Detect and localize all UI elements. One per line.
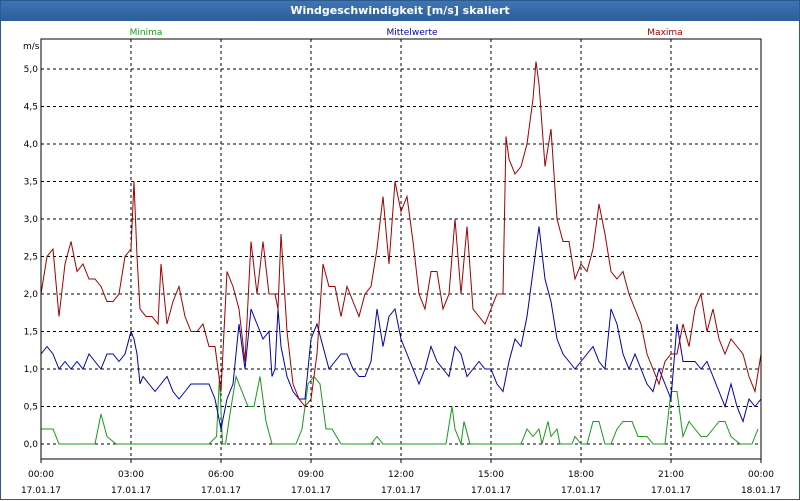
y-tick-label: 2,0 [24,290,39,300]
y-axis-label: m/s [23,42,40,52]
y-tick-label: 3,0 [24,215,39,225]
x-tick-date: 17.01.17 [471,486,511,496]
x-tick-time: 12:00 [388,470,414,480]
legend-maxima: Maxima [647,28,682,38]
x-tick-date: 18.01.17 [741,486,781,496]
y-tick-label: 4,0 [24,140,39,150]
x-tick-date: 17.01.17 [201,486,241,496]
x-tick-date: 17.01.17 [651,486,691,496]
x-tick-date: 17.01.17 [291,486,331,496]
y-tick-label: 2,5 [24,253,38,263]
y-tick-label: 1,0 [24,365,39,375]
window-title: Windgeschwindigkeit [m/s] skaliert [1,1,799,21]
x-tick-time: 09:00 [298,470,324,480]
axes: 0,0 0,5 1,0 1,5 2,0 2,5 3,0 3,5 4,0 4,5 5,0 00:00 17… [21,38,781,496]
x-tick-time: 15:00 [478,470,504,480]
series-mittelwerte-line [40,226,762,430]
x-tick-time: 21:00 [658,470,684,480]
x-tick-time: 03:00 [118,470,144,480]
series-maxima-line [40,61,762,408]
x-tick-date: 17.01.17 [21,486,61,496]
series-lines [40,61,762,446]
y-tick-label: 4,5 [24,103,38,113]
x-tick-time: 06:00 [208,470,234,480]
x-tick-date: 17.01.17 [381,486,421,496]
series-minima-line [41,374,759,446]
x-tick-date: 17.01.17 [561,486,601,496]
y-tick-label: 0,0 [24,440,39,450]
y-tick-label: 1,5 [24,328,38,338]
x-tick-date: 17.01.17 [111,486,151,496]
y-tick-label: 3,5 [24,178,38,188]
x-tick-time: 18:00 [568,470,594,480]
legend-mittelwerte: Mittelwerte [386,28,437,38]
y-tick-label: 5,0 [24,65,39,75]
x-tick-time: 00:00 [748,470,774,480]
grid [41,39,761,459]
x-tick-time: 00:00 [28,470,54,480]
y-tick-label: 0,5 [24,403,38,413]
legend-minima: Minima [130,28,163,38]
